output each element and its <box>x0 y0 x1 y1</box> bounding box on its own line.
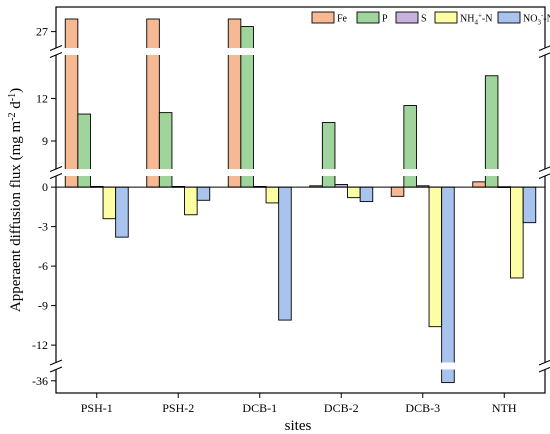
y-axis-title: Apperaent diffusion flux (mg m-2 d-1) <box>7 88 24 312</box>
axis-break-mark <box>49 366 63 373</box>
axis-break-gap <box>48 362 550 370</box>
y-tick-label: 27 <box>36 25 48 39</box>
axis-break-mark <box>538 166 550 172</box>
legend: Fe P S NH4+-N NO3--N <box>311 11 550 27</box>
y-axis-title-end: ) <box>8 88 24 93</box>
axis-layer: PSH-1 PSH-2 DCB-1 DCB-2 DCB-3 NTH 27 12 9 0 -3 -6 -9… <box>32 6 550 415</box>
y-tick-label: 12 <box>36 91 48 105</box>
bars-layer <box>64 18 537 384</box>
legend-swatch-NO3--N <box>497 11 521 24</box>
bar-NO3--N-PSH-1 <box>115 186 129 238</box>
bar-NO3--N-NTH <box>522 186 537 224</box>
legend-label-S: S <box>421 14 427 25</box>
legend-swatch-S <box>395 11 419 24</box>
bar-NH4+-N-DCB-2 <box>347 186 361 199</box>
legend-swatch-P <box>356 11 380 24</box>
axis-break-mark <box>538 173 550 179</box>
y-axis-title-main: Apperaent diffusion flux (mg m <box>8 120 24 312</box>
bar-Fe-NTH <box>472 181 486 188</box>
bar-NH4+-N-PSH-1 <box>102 186 117 220</box>
axis-break-gap <box>48 169 550 176</box>
y-axis-title-sup1: -2 <box>7 112 18 120</box>
x-tick-label: PSH-1 <box>81 401 113 415</box>
axis-break-mark <box>49 173 63 179</box>
axis-break-mark <box>538 52 550 58</box>
bar-Fe-DCB-1 <box>227 18 242 188</box>
y-axis-title-mid: d <box>8 101 24 113</box>
axis-break-gap <box>48 48 550 55</box>
bar-Fe-PSH-2 <box>146 18 160 188</box>
y-tick-label: 9 <box>42 134 48 148</box>
axis-break-mark <box>49 45 63 51</box>
bar-P-PSH-1 <box>77 113 91 188</box>
x-axis-title: sites <box>285 418 312 434</box>
y-tick-label: -9 <box>38 299 48 313</box>
axis-break-mark <box>538 45 550 51</box>
legend-swatch-Fe <box>311 11 335 24</box>
legend-label-P: P <box>382 14 388 25</box>
bar-NH4+-N-PSH-2 <box>184 186 198 216</box>
bar-Fe-DCB-3 <box>390 186 405 197</box>
axis-break-mark <box>538 366 550 373</box>
legend-label-NO3--N: NO3--N <box>523 12 550 27</box>
y-axis-title-sup2: -1 <box>7 93 18 101</box>
axis-break-mark <box>49 359 63 366</box>
legend-label-Fe: Fe <box>337 14 348 25</box>
x-tick-label: DCB-1 <box>242 401 277 415</box>
x-tick-label: NTH <box>492 401 517 415</box>
plot-frame <box>55 6 546 394</box>
x-tick-label: DCB-3 <box>405 401 440 415</box>
bar-NO3--N-PSH-2 <box>196 186 211 201</box>
bar-NO3--N-DCB-3 <box>441 186 455 384</box>
bar-NO3--N-DCB-2 <box>359 186 374 203</box>
y-tick-label: -6 <box>38 259 48 273</box>
y-tick-label: 0 <box>42 180 48 194</box>
bar-NH4+-N-DCB-3 <box>428 186 443 328</box>
bar-NH4+-N-NTH <box>510 186 524 279</box>
y-tick-label: -12 <box>32 338 48 352</box>
x-tick-label: DCB-2 <box>324 401 359 415</box>
axis-break-mark <box>49 166 63 172</box>
bar-NH4+-N-DCB-1 <box>265 186 280 204</box>
axis-break-mark <box>538 359 550 366</box>
bar-Fe-PSH-1 <box>64 18 79 188</box>
legend-swatch-NH4+-N <box>434 11 458 24</box>
legend-label-NH4+-N: NH4+-N <box>460 12 492 27</box>
bar-NO3--N-DCB-1 <box>278 186 292 321</box>
x-tick-label: PSH-2 <box>162 401 194 415</box>
bar-P-DCB-2 <box>321 122 336 188</box>
y-tick-label: -36 <box>32 374 48 388</box>
axis-break-mark <box>49 52 63 58</box>
y-tick-label: -3 <box>38 220 48 234</box>
